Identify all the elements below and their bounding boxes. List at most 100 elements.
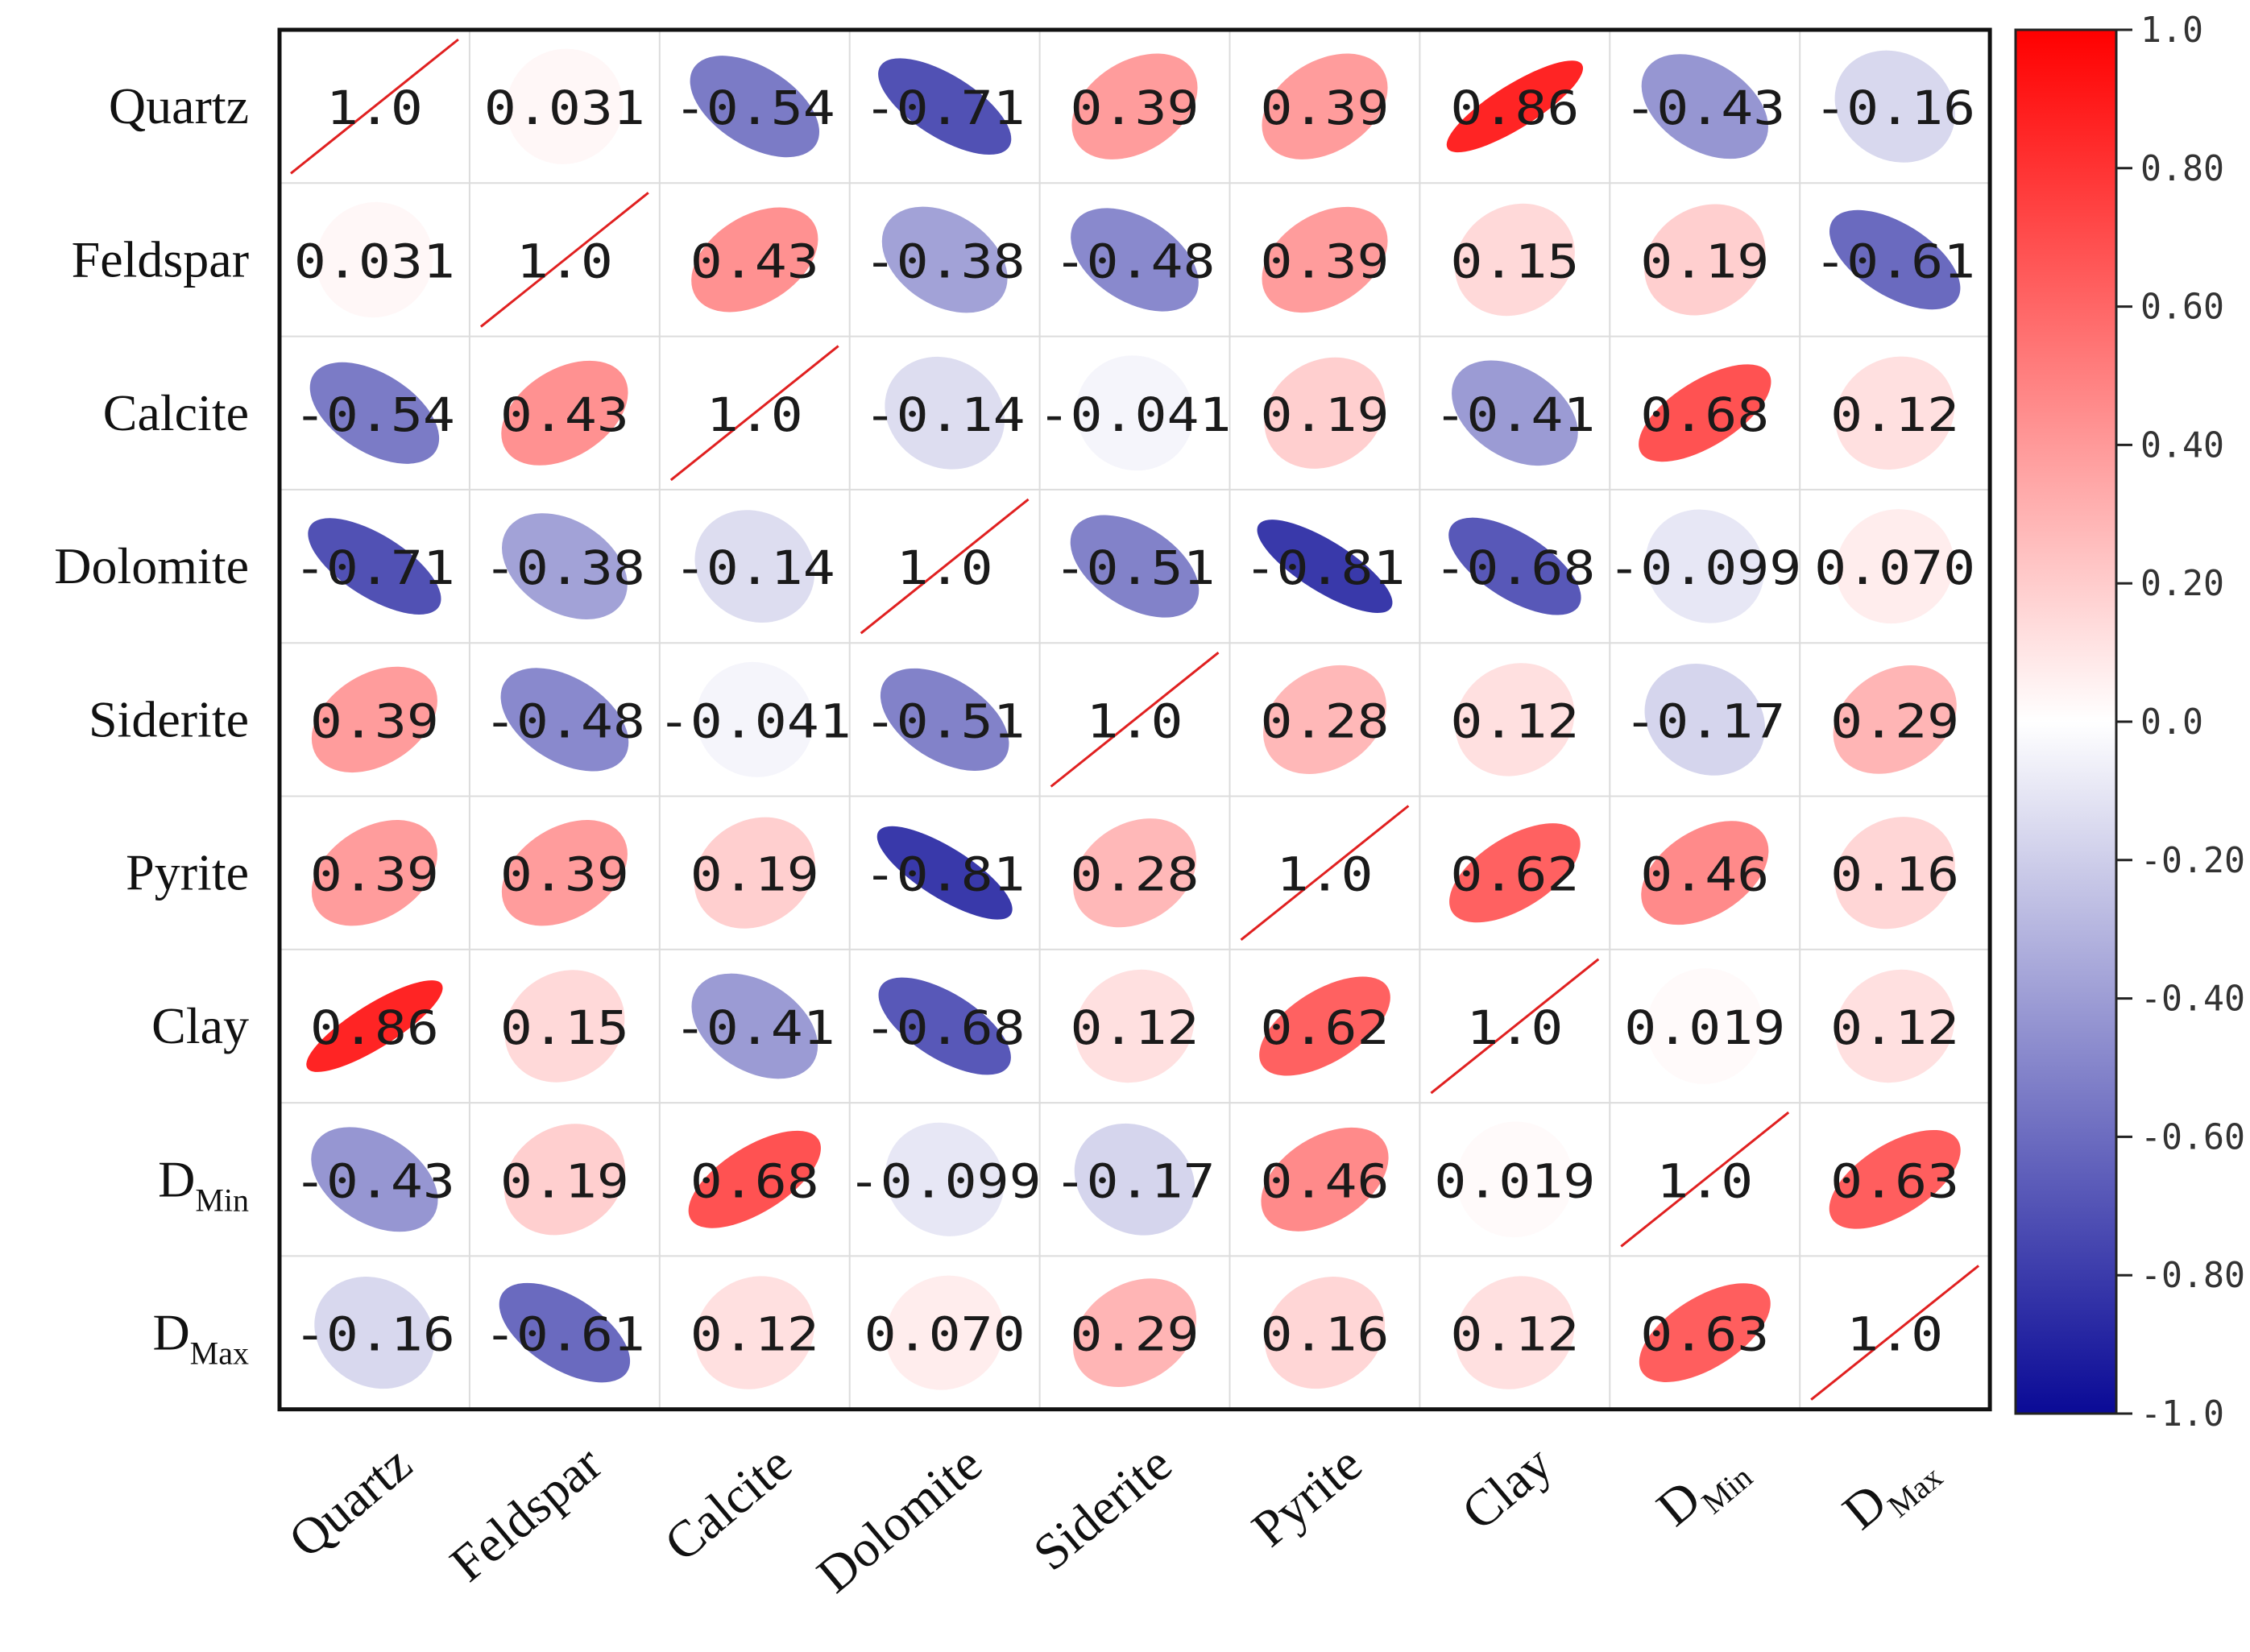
cell-value-label: -0.71 <box>864 81 1026 135</box>
cell: -0.16 <box>294 1277 455 1389</box>
cell: -0.48 <box>1055 208 1216 312</box>
correlation-ellipse <box>1644 664 1766 776</box>
correlation-ellipse <box>1262 53 1388 159</box>
correlation-ellipse <box>499 1282 631 1383</box>
cell-value-label: 0.19 <box>1261 387 1390 442</box>
cell: 0.19 <box>1261 357 1390 469</box>
cell-value-label: -0.61 <box>1814 234 1975 289</box>
correlation-ellipse <box>885 356 1005 470</box>
cell: -0.81 <box>1245 520 1406 614</box>
cell: -0.041 <box>658 661 852 777</box>
cell-value-label: 0.39 <box>1071 81 1200 135</box>
cell-value-label: 0.43 <box>690 234 819 289</box>
cell-value-label: 0.68 <box>1640 387 1769 442</box>
cell: 0.12 <box>1830 969 1959 1083</box>
cell: 0.39 <box>1071 53 1200 159</box>
cell-value-label: -0.14 <box>674 540 835 595</box>
cell-value-label: 0.070 <box>1814 540 1975 595</box>
correlation-ellipse <box>1264 1277 1386 1389</box>
cell-value-label: -0.51 <box>864 694 1026 748</box>
cell: 0.62 <box>1449 823 1581 923</box>
correlation-ellipse <box>503 1124 625 1236</box>
correlation-ellipse <box>501 360 628 466</box>
cell-value-label: 1.0 <box>1087 694 1183 748</box>
row-label: Siderite <box>89 690 249 747</box>
cell: 0.86 <box>306 980 443 1072</box>
cell: -0.71 <box>864 58 1026 155</box>
correlation-ellipse <box>691 973 818 1079</box>
cell: 0.43 <box>500 360 629 466</box>
diagonal-line <box>860 498 1030 635</box>
cell-value-label: 1.0 <box>706 387 803 442</box>
cell: -0.14 <box>864 356 1026 470</box>
cell-value-label: -0.099 <box>848 1153 1042 1208</box>
colorbar-tick-label: 0.60 <box>2140 287 2224 328</box>
correlation-ellipse <box>1075 969 1195 1083</box>
cell: -0.099 <box>1608 509 1801 623</box>
correlation-ellipse <box>1455 1276 1575 1389</box>
cell-value-label: 1.0 <box>516 234 613 289</box>
cell: 0.46 <box>1261 1127 1390 1232</box>
cell-value-label: 0.019 <box>1434 1153 1595 1208</box>
cell-value-label: -0.16 <box>1814 81 1975 135</box>
colorbar-tick-label: -0.60 <box>2140 1116 2245 1157</box>
column-label: DMax <box>1832 1435 1950 1548</box>
correlation-ellipse <box>881 206 1008 313</box>
correlation-ellipse <box>1639 364 1771 462</box>
correlation-ellipse <box>1074 1123 1195 1236</box>
cell-value-label: 1.0 <box>1656 1153 1753 1208</box>
cell: -0.14 <box>674 510 835 623</box>
cell-value-label: 0.39 <box>310 847 439 902</box>
correlation-ellipse <box>1452 360 1578 466</box>
cell: -0.16 <box>1814 50 1975 163</box>
row-label: Quartz <box>109 77 249 135</box>
column-label: Pyrite <box>1241 1435 1373 1558</box>
cell: -0.43 <box>1624 54 1785 159</box>
correlation-ellipse <box>1455 663 1575 776</box>
row-label: Clay <box>151 997 249 1054</box>
cell-value-label: -0.81 <box>864 847 1026 902</box>
correlation-ellipse <box>1644 204 1766 316</box>
correlation-ellipse <box>1073 818 1196 928</box>
cell-value-label: -0.099 <box>1608 540 1801 595</box>
cell: 1.0 <box>860 498 1030 635</box>
cell: 0.62 <box>1259 976 1390 1076</box>
cell-value-label: 0.12 <box>1830 1000 1959 1055</box>
correlation-ellipse <box>885 1275 1004 1390</box>
cell: -0.41 <box>1434 360 1595 466</box>
correlation-ellipse <box>1834 817 1955 930</box>
cell-value-label: -0.51 <box>1055 540 1216 595</box>
cell: 1.0 <box>1240 805 1410 941</box>
cell-value-label: 0.86 <box>1450 81 1579 135</box>
correlation-ellipse <box>1446 60 1584 153</box>
column-label: Feldspar <box>439 1435 611 1592</box>
correlation-ellipse <box>311 666 437 773</box>
cell: 0.15 <box>500 970 629 1083</box>
correlation-ellipse <box>878 977 1011 1075</box>
cell: 0.12 <box>1450 1276 1579 1389</box>
cell: -0.38 <box>864 206 1026 313</box>
cell: -0.48 <box>484 668 645 772</box>
cell-value-label: 0.43 <box>500 387 629 442</box>
cell-value-label: -0.43 <box>1624 81 1785 135</box>
diagonal-line <box>669 345 839 482</box>
row-label: DMax <box>152 1304 249 1372</box>
cell: -0.68 <box>1434 517 1595 615</box>
cell-value-label: 0.12 <box>1450 694 1579 748</box>
cell: 0.39 <box>310 666 439 773</box>
correlation-ellipse <box>1829 209 1961 310</box>
cell-value-label: 0.39 <box>1261 234 1390 289</box>
grid-lines <box>280 30 1991 1410</box>
cell: 0.12 <box>690 1276 819 1389</box>
correlation-ellipse <box>1456 1121 1573 1238</box>
cell: 0.15 <box>1450 203 1579 317</box>
cell-value-label: 0.12 <box>1830 387 1959 442</box>
cell-value-label: -0.81 <box>1245 540 1406 595</box>
cell: 0.19 <box>500 1124 629 1236</box>
cell: 0.86 <box>1446 60 1584 153</box>
cell-value-label: 0.68 <box>690 1153 819 1208</box>
correlation-ellipse <box>1834 50 1955 163</box>
cell-value-label: 0.29 <box>1071 1307 1200 1362</box>
cell-value-label: 0.070 <box>864 1307 1026 1362</box>
cell-value-label: -0.041 <box>658 694 852 748</box>
